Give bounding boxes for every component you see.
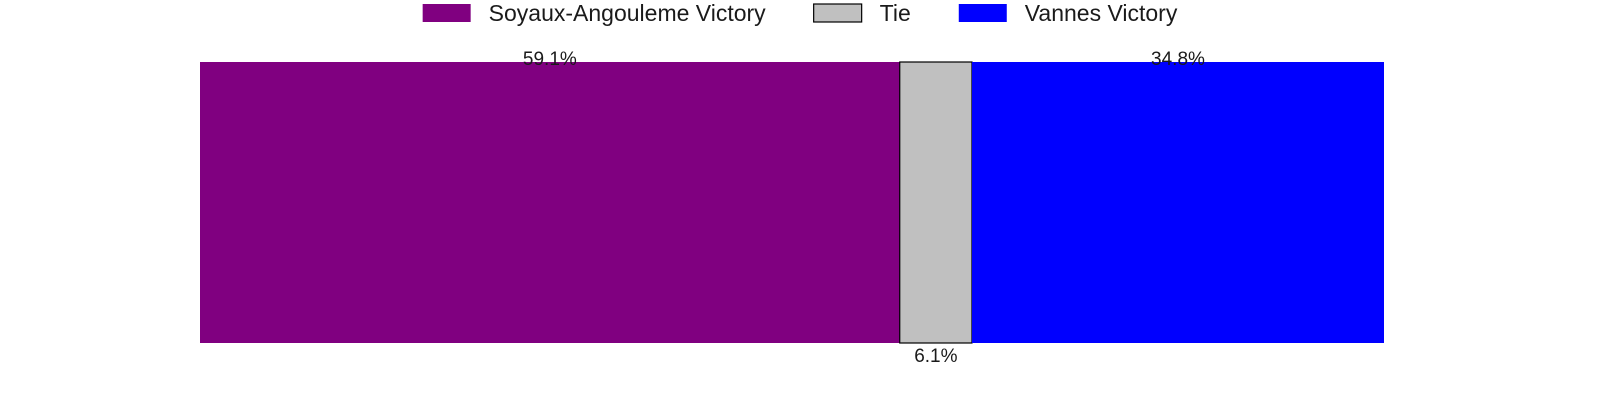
value-label-tie: 6.1%	[914, 346, 957, 367]
legend-swatch-vannes-victory	[958, 4, 1007, 22]
legend-label-vannes-victory: Vannes Victory	[1025, 0, 1178, 26]
chart-legend: Soyaux-Angouleme Victory Tie Vannes Victor…	[422, 0, 1178, 26]
value-label-vannes-victory: 34.8%	[1151, 49, 1205, 70]
value-label-soyaux-angouleme-victory: 59.1%	[523, 49, 577, 70]
bar-group	[200, 61, 1384, 344]
legend-item-vannes-victory: Vannes Victory	[958, 0, 1178, 26]
value-labels: 59.1% 6.1% 34.8%	[523, 49, 1205, 367]
bar-segment-vannes-victory	[971, 62, 1384, 343]
legend-item-soyaux-angouleme-victory: Soyaux-Angouleme Victory	[422, 0, 766, 26]
legend-swatch-tie	[813, 3, 863, 23]
legend-label-soyaux-angouleme-victory: Soyaux-Angouleme Victory	[489, 0, 766, 26]
legend-swatch-soyaux-angouleme-victory	[422, 4, 471, 22]
bar-segment-tie	[899, 61, 973, 344]
bar-segment-soyaux-angouleme-victory	[200, 62, 900, 343]
legend-label-tie: Tie	[880, 0, 911, 26]
legend-item-tie: Tie	[813, 0, 911, 26]
